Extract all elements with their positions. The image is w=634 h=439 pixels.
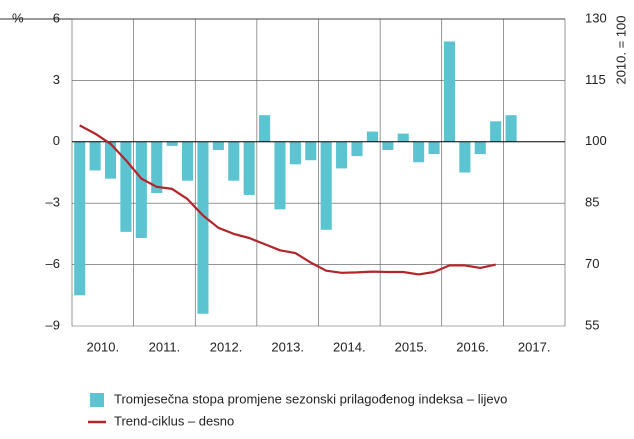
legend-label: Trend-ciklus – desno	[114, 413, 234, 428]
x-tick-label: 2010.	[87, 339, 120, 354]
bar	[459, 141, 471, 173]
bar	[259, 115, 271, 142]
bar	[89, 141, 101, 171]
y2-tick-label: 100	[585, 133, 607, 148]
bar	[274, 141, 286, 210]
bar	[505, 115, 517, 142]
trend-line	[79, 124, 496, 276]
bar	[197, 141, 209, 314]
y-tick-label: –3	[46, 195, 60, 210]
bar	[320, 141, 332, 230]
bar	[104, 141, 117, 179]
x-tick-label: 2016.	[456, 339, 489, 354]
bar	[289, 141, 301, 165]
bar	[366, 131, 378, 142]
bar	[166, 141, 178, 146]
bar	[243, 141, 255, 196]
bar	[151, 141, 163, 193]
bar	[490, 121, 502, 142]
y2-tick-label: 115	[585, 72, 606, 87]
bar	[382, 141, 394, 150]
y-tick-label: 6	[53, 10, 60, 25]
y-axis-label: %	[12, 10, 24, 25]
bar	[305, 141, 317, 161]
x-tick-label: 2012.	[210, 339, 243, 354]
y2-tick-label: 55	[585, 317, 599, 332]
bar	[351, 141, 363, 157]
bar	[212, 141, 224, 150]
bar	[135, 141, 147, 238]
x-tick-label: 2013.	[271, 339, 304, 354]
bar	[397, 133, 409, 142]
legend-swatch	[90, 393, 104, 407]
x-tick-label: 2017.	[518, 339, 551, 354]
x-tick-label: 2011.	[149, 339, 181, 354]
x-tick-label: 2014.	[333, 339, 366, 354]
bar	[336, 141, 348, 169]
bar	[182, 141, 194, 181]
legend-label: Tromjesečna stopa promjene sezonski pril…	[114, 391, 507, 406]
bar	[443, 41, 455, 142]
y2-axis-label: 2010. = 100	[613, 15, 628, 84]
bar	[474, 141, 486, 155]
bar	[228, 141, 240, 181]
y2-tick-label: 70	[585, 256, 599, 271]
y-tick-label: 3	[53, 72, 60, 87]
x-tick-label: 2015.	[395, 339, 428, 354]
bar	[74, 141, 86, 296]
y2-tick-label: 85	[585, 195, 599, 210]
y-tick-label: –9	[46, 317, 60, 332]
y-tick-label: –6	[46, 256, 60, 271]
bar	[120, 141, 132, 232]
bar	[413, 141, 425, 163]
bar	[428, 141, 440, 155]
y2-tick-label: 130	[585, 10, 607, 25]
y-tick-label: 0	[53, 133, 60, 148]
